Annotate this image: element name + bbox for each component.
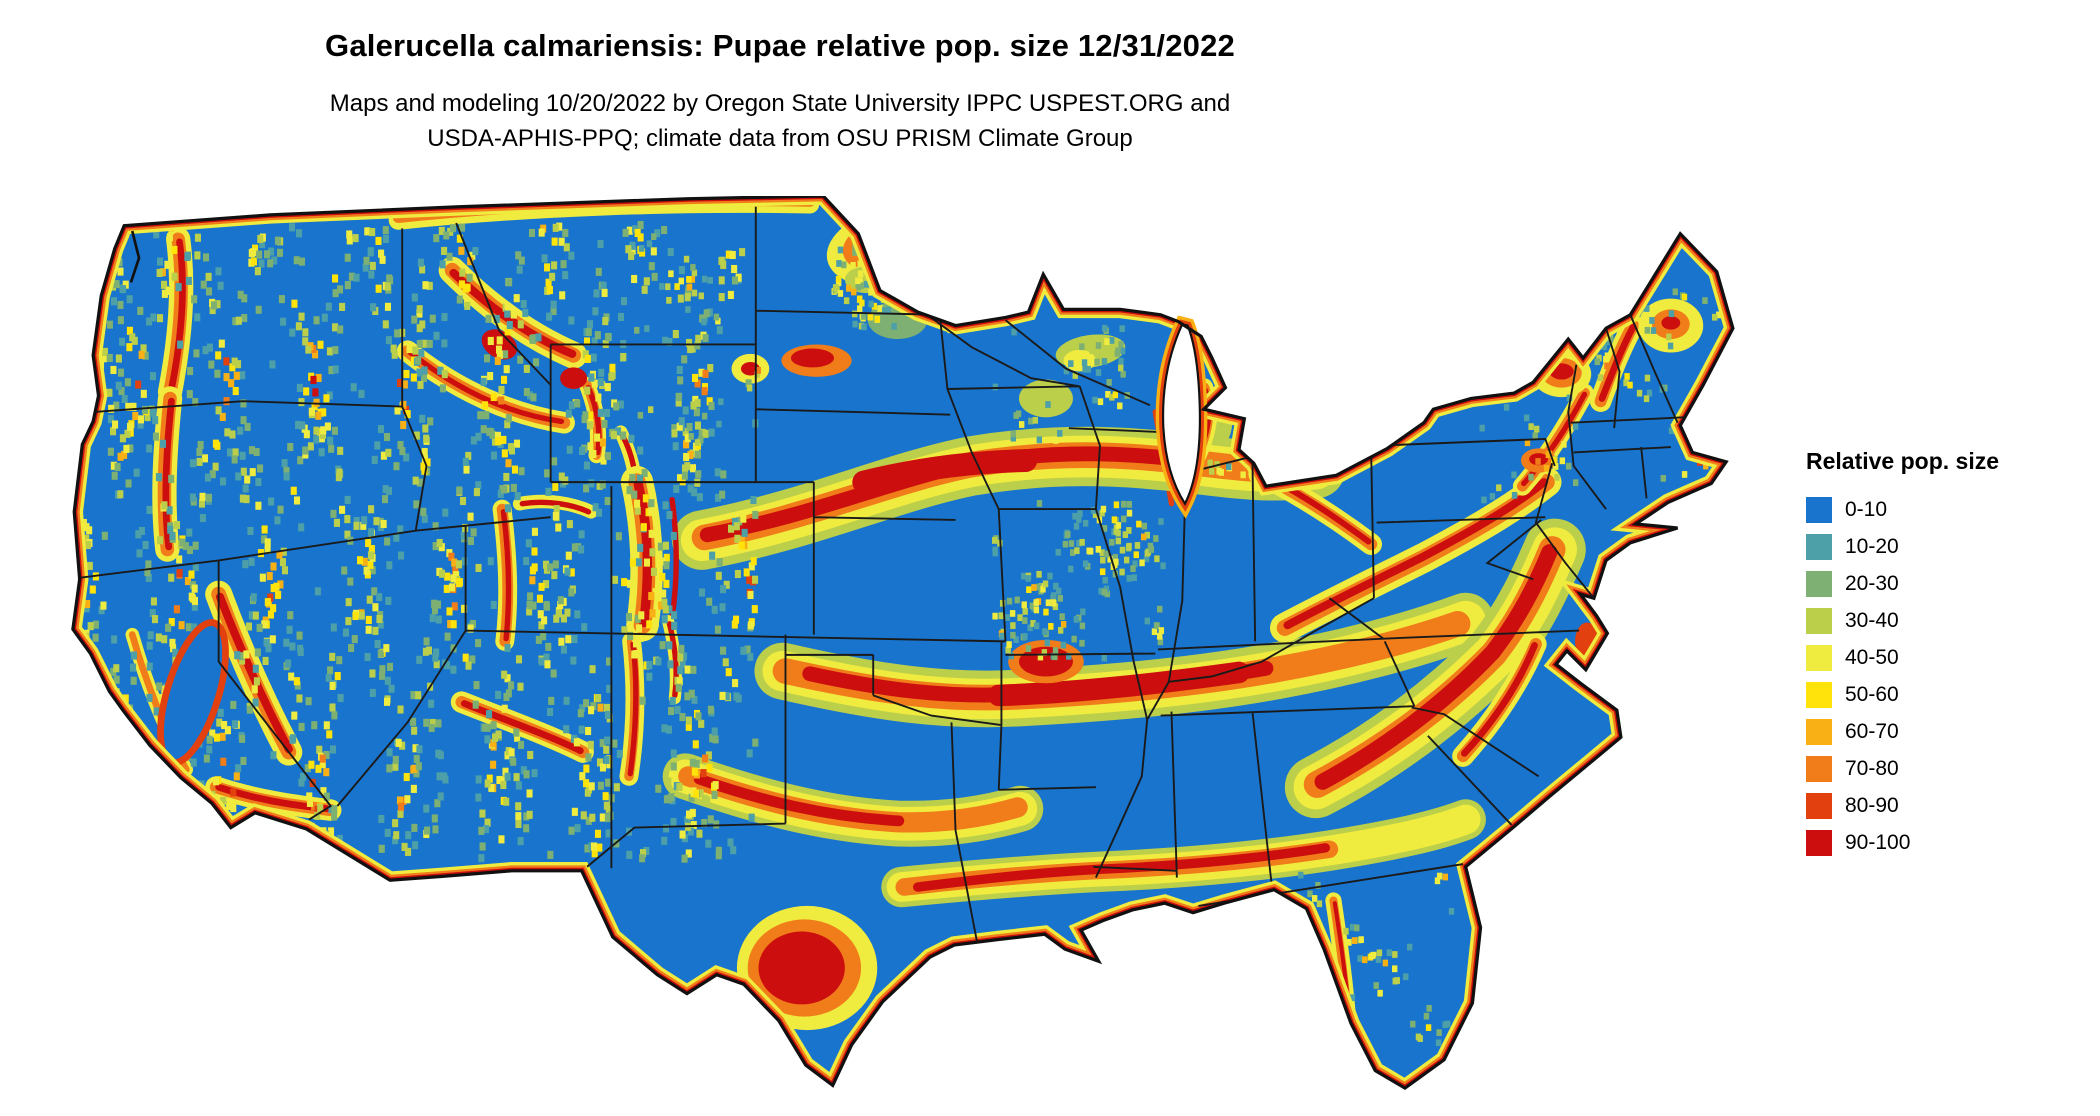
legend: Relative pop. size 0-10 10-20 20-30 30-40 40…: [1806, 448, 1999, 861]
us-population-map: [54, 194, 1768, 1107]
legend-label: 60-70: [1845, 719, 1899, 743]
legend-swatch: [1806, 570, 1832, 597]
legend-label: 70-80: [1845, 756, 1899, 780]
state-borders: [78, 206, 1684, 943]
legend-item: 90-100: [1806, 824, 1999, 861]
legend-label: 90-100: [1845, 830, 1911, 854]
conus-raster-map: [71, 194, 1735, 1090]
map-title: Galerucella calmariensis: Pupae relative…: [325, 28, 1235, 63]
map-subtitle-line1: Maps and modeling 10/20/2022 by Oregon S…: [329, 90, 1231, 117]
legend-swatch: [1806, 718, 1832, 745]
legend-item: 10-20: [1806, 528, 1999, 565]
legend-swatch: [1806, 496, 1832, 523]
legend-swatch: [1806, 792, 1832, 819]
legend-item: 80-90: [1806, 787, 1999, 824]
legend-item: 50-60: [1806, 676, 1999, 713]
legend-item: 0-10: [1806, 491, 1999, 528]
legend-label: 20-30: [1845, 571, 1899, 595]
legend-label: 80-90: [1845, 793, 1899, 817]
lake-michigan: [1163, 324, 1200, 503]
legend-swatch: [1806, 533, 1832, 560]
map-subtitle-line2: USDA-APHIS-PPQ; climate data from OSU PR…: [427, 125, 1133, 152]
legend-swatch: [1806, 755, 1832, 782]
legend-item: 30-40: [1806, 602, 1999, 639]
puget-sound: [129, 230, 141, 283]
legend-item: 40-50: [1806, 639, 1999, 676]
legend-label: 0-10: [1845, 497, 1888, 521]
legend-swatch: [1806, 681, 1832, 708]
map-subtitle: Maps and modeling 10/20/2022 by Oregon S…: [0, 86, 1560, 156]
legend-item: 70-80: [1806, 750, 1999, 787]
legend-item: 20-30: [1806, 565, 1999, 602]
legend-swatch: [1806, 829, 1832, 856]
legend-swatch: [1806, 644, 1832, 671]
legend-rows: 0-10 10-20 20-30 30-40 40-50 50-60 60-70 70-80 8…: [1806, 491, 1999, 861]
legend-swatch: [1806, 607, 1832, 634]
legend-label: 30-40: [1845, 608, 1899, 632]
legend-label: 40-50: [1845, 645, 1899, 669]
legend-item: 60-70: [1806, 713, 1999, 750]
legend-label: 10-20: [1845, 534, 1899, 558]
legend-label: 50-60: [1845, 682, 1899, 706]
legend-title: Relative pop. size: [1806, 448, 2000, 474]
